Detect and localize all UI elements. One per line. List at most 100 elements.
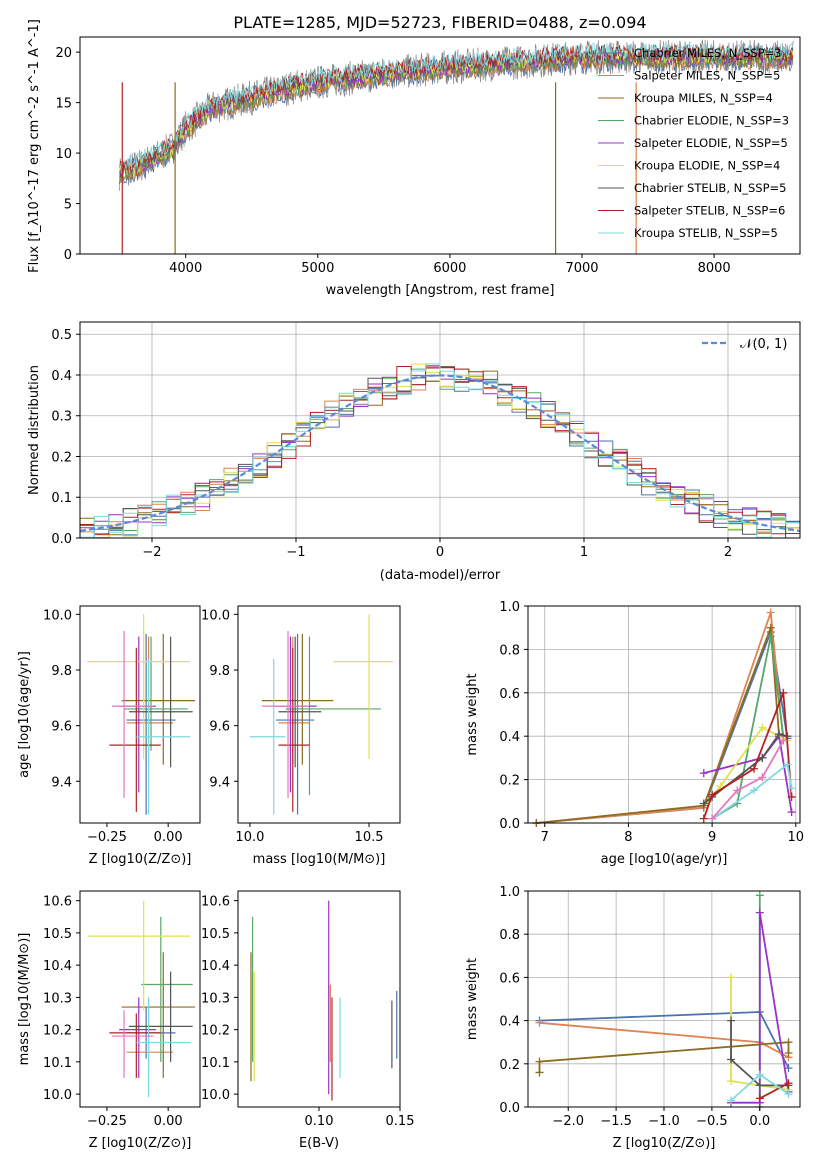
spectrum-legend-label: Kroupa ELODIE, N_SSP=4 (634, 159, 780, 173)
mass-weight-marker (783, 760, 792, 769)
small-panel-xtick-label: 0.15 (386, 1114, 415, 1129)
small-panel-xlabel: E(B-V) (299, 1136, 339, 1151)
residual-xtick-label: 0 (436, 545, 444, 560)
small-panel-xtick-label: 10.5 (355, 830, 384, 845)
mass-weight-marker (779, 736, 788, 745)
normal-curve (80, 374, 800, 532)
spectrum-ytick-label: 20 (55, 46, 72, 61)
spectrum-xtick-label: 5000 (301, 261, 334, 276)
mass-weight-marker (755, 1094, 764, 1103)
small-panel-ytick-label: 10.2 (201, 1024, 230, 1039)
small-panel-xtick-label: 0.00 (154, 1114, 183, 1129)
small-panel-ytick-label: 10.2 (43, 1024, 72, 1039)
small-panel-ytick-label: 0.4 (499, 730, 520, 745)
small-panel-xtick-label: 0.10 (305, 1114, 334, 1129)
small-panel-ytick-label: 10.0 (43, 1088, 72, 1103)
mass-weight-marker (755, 891, 764, 900)
spectrum-xtick-label: 7000 (565, 261, 598, 276)
mass-weight-line (538, 1041, 790, 1073)
small-panel-xtick-label: −1.0 (648, 1114, 680, 1129)
spectrum-ytick-label: 0 (64, 248, 72, 263)
mass-weight-marker (727, 1096, 736, 1105)
mass-weight-line (702, 692, 793, 819)
residual-xlabel: (data-model)/error (380, 568, 501, 583)
small-panel-ytick-label: 0.8 (499, 643, 520, 658)
small-panel-ytick-label: 0.6 (499, 687, 520, 702)
small-panel-xtick-label: 10.0 (235, 830, 264, 845)
mass-weight-marker (755, 1081, 764, 1090)
mass-weight-marker (727, 973, 736, 982)
small-panel-ytick-label: 1.0 (499, 600, 520, 615)
small-panel-ytick-label: 0.0 (499, 817, 520, 832)
small-panel-xtick-label: −2.0 (552, 1114, 584, 1129)
spectrum-legend: Chabrier MILES, N_SSP=3 Salpeter MILES, N… (598, 46, 789, 240)
small-panel-ytick-label: 10.6 (201, 895, 230, 910)
mass-weight-line (711, 740, 785, 820)
mass-weight-marker (699, 769, 708, 778)
residual-histogram (80, 363, 800, 538)
small-panel: −2.0 −1.5 −1.0 −0.5 0.0 0.0 0.2 0.4 0.6 0.8 1.0 Z [… (465, 885, 801, 1151)
small-panel-xlabel: Z [log10(Z/Z⊙)] (89, 1136, 192, 1151)
mass-weight-marker (766, 632, 775, 641)
mass-weight-marker (787, 784, 796, 793)
spectrum-legend-label: Chabrier MILES, N_SSP=3 (634, 46, 781, 60)
mass-weight-marker (535, 1068, 544, 1077)
mass-weight-marker (535, 1018, 544, 1027)
small-panel-xlabel: age [log10(age/yr)] (601, 852, 728, 867)
small-panel-ytick-label: 0.0 (499, 1101, 520, 1116)
small-panel-ytick-label: 10.0 (201, 1088, 230, 1103)
small-panel-xtick-label: −1.5 (600, 1114, 632, 1129)
small-panel: −0.25 0.00 9.4 9.6 9.8 10.0 Z [log10(Z/Z⊙)] age… (17, 605, 201, 867)
small-panel-ylabel: age [log10(age/yr)] (17, 651, 32, 778)
mass-weight-marker (784, 1049, 793, 1057)
residual-ytick-label: 0.4 (51, 369, 72, 384)
spectrum-axes-frame (79, 36, 801, 255)
small-panel-xtick-label: −0.25 (87, 1114, 127, 1129)
mass-weight-marker (727, 1055, 736, 1064)
small-panel-ytick-label: 10.0 (201, 608, 230, 623)
spectrum-xtick-label: 6000 (433, 261, 466, 276)
residual-ytick-label: 0.3 (51, 410, 72, 425)
small-panel-xlabel: mass [log10(M/M⊙)] (253, 852, 386, 867)
residual-ytick-label: 0.0 (51, 532, 72, 547)
small-panel-ytick-label: 9.4 (51, 775, 72, 790)
small-panel-ytick-label: 10.3 (43, 991, 72, 1006)
mass-weight-marker (787, 808, 796, 817)
mass-weight-marker (749, 764, 758, 773)
mass-weight-marker (708, 814, 717, 823)
spectrum-ytick-label: 15 (55, 97, 72, 112)
mass-weight-marker (733, 786, 742, 795)
small-panel-ylabel: mass [log10(M/M⊙)] (17, 933, 32, 1066)
small-panel-xlabel: Z [log10(Z/Z⊙)] (613, 1136, 716, 1151)
small-panel-xtick-label: 9 (708, 830, 716, 845)
spectrum-model-line (119, 53, 794, 184)
small-panel-ytick-label: 9.6 (209, 720, 230, 735)
mass-weight-marker (758, 773, 767, 782)
spectrum-legend-label: Salpeter MILES, N_SSP=5 (634, 69, 780, 83)
small-panel-ytick-label: 0.2 (499, 774, 520, 789)
spectrum-ytick-label: 10 (55, 147, 72, 162)
mass-weight-marker (755, 1070, 764, 1079)
small-panel-ytick-label: 0.2 (499, 1058, 520, 1073)
small-panel-frame (527, 605, 801, 824)
residual-ytick-label: 0.5 (51, 328, 72, 343)
mass-weight-marker (766, 623, 775, 632)
spectrum-ytick-label: 5 (64, 198, 72, 213)
spectrum-ylabel: Flux [f_λ10^-17 erg cm^-2 s^-1 A^-1] (27, 19, 42, 273)
mass-weight-line (731, 912, 790, 1104)
residual-ytick-label: 0.1 (51, 491, 72, 506)
small-panel: 0.10 0.15 10.0 10.1 10.2 10.3 10.4 10.5 10.6 E(B-… (201, 890, 415, 1151)
spectrum-legend-label: Kroupa STELIB, N_SSP=5 (634, 226, 778, 240)
small-panel-xtick-label: 0.00 (154, 830, 183, 845)
small-panel-ytick-label: 0.4 (499, 1015, 520, 1030)
small-panel-xtick-label: −0.25 (87, 830, 127, 845)
mass-weight-marker (784, 1064, 793, 1073)
spectrum-legend-label: Salpeter ELODIE, N_SSP=5 (634, 136, 788, 150)
small-panel-xtick-label: 0.0 (749, 1114, 770, 1129)
spectrum-xlabel: wavelength [Angstrom, rest frame] (326, 283, 555, 298)
spectrum-legend-label: Chabrier STELIB, N_SSP=5 (634, 181, 786, 195)
small-panel-frame (79, 605, 201, 824)
small-panel-frame (79, 890, 201, 1108)
small-panel-ylabel: mass weight (465, 958, 480, 1040)
spectrum-legend-label: Chabrier ELODIE, N_SSP=3 (634, 114, 789, 128)
